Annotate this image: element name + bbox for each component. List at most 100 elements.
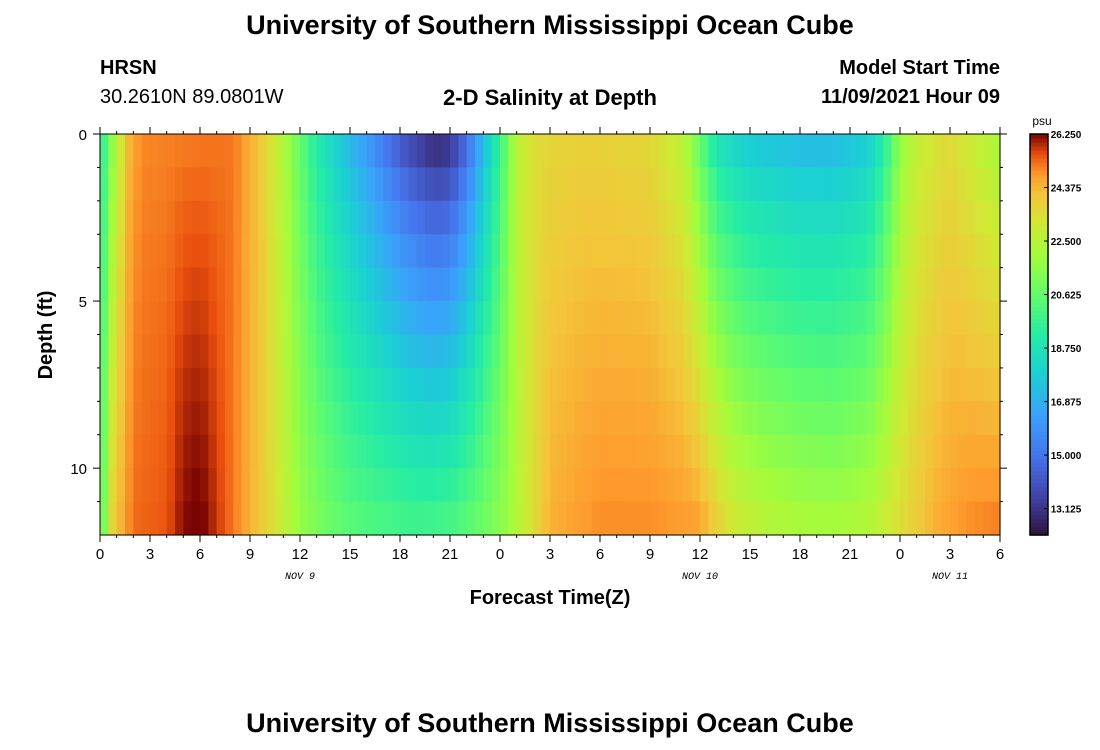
heatmap-cell — [750, 234, 759, 269]
heatmap-cell — [366, 401, 376, 436]
heatmap-cell — [966, 267, 976, 302]
heatmap-cell — [500, 401, 509, 436]
heatmap-cell — [108, 200, 118, 235]
heatmap-cell — [316, 468, 326, 503]
heatmap-cell — [850, 367, 859, 402]
heatmap-cell — [625, 501, 634, 536]
heatmap-cell — [625, 134, 634, 169]
heatmap-cell — [516, 468, 526, 503]
heatmap-cell — [683, 434, 693, 469]
heatmap-cell — [466, 434, 476, 469]
date-label: NOV 11 — [932, 572, 968, 583]
heatmap-cell — [383, 434, 393, 469]
heatmap-cell — [550, 434, 559, 469]
heatmap-cell — [200, 200, 209, 235]
heatmap-cell — [725, 434, 734, 469]
heatmap-cell — [500, 367, 509, 402]
heatmap-cell — [391, 134, 401, 169]
heatmap-cell — [400, 501, 409, 536]
heatmap-cell — [350, 501, 359, 536]
heatmap-cell — [366, 167, 376, 202]
heatmap-cell — [991, 134, 1001, 169]
heatmap-cell — [441, 334, 451, 369]
heatmap-cell — [250, 234, 259, 269]
colorbar-segment — [1030, 390, 1048, 396]
heatmap-cell — [175, 200, 184, 235]
heatmap-cell — [675, 301, 684, 336]
heatmap-cell — [783, 200, 793, 235]
colorbar-segment — [1030, 306, 1048, 312]
heatmap-cell — [366, 301, 376, 336]
heatmap-cell — [650, 134, 659, 169]
heatmap-cell — [358, 234, 368, 269]
heatmap-cell — [433, 434, 443, 469]
heatmap-cell — [208, 401, 218, 436]
heatmap-cell — [958, 234, 968, 269]
heatmap-cell — [925, 501, 934, 536]
heatmap-cell — [216, 401, 226, 436]
heatmap-cell — [683, 334, 693, 369]
heatmap-cell — [466, 167, 476, 202]
heatmap-cell — [466, 134, 476, 169]
heatmap-cell — [483, 234, 493, 269]
heatmap-cell — [950, 267, 959, 302]
heatmap-cell — [708, 468, 718, 503]
heatmap-cell — [766, 234, 776, 269]
heatmap-cell — [700, 401, 709, 436]
heatmap-cell — [650, 200, 659, 235]
heatmap-cell — [225, 434, 234, 469]
heatmap-cell — [583, 501, 593, 536]
heatmap-cell — [250, 434, 259, 469]
heatmap-cell — [133, 167, 143, 202]
heatmap-cell — [891, 468, 901, 503]
heatmap-cell — [258, 301, 268, 336]
colorbar-segment — [1030, 318, 1048, 324]
heatmap-cell — [891, 167, 901, 202]
heatmap-cell — [600, 401, 609, 436]
heatmap-cell — [533, 167, 543, 202]
heatmap-cell — [808, 167, 818, 202]
heatmap-cell — [408, 434, 418, 469]
heatmap-cell — [800, 200, 809, 235]
heatmap-cell — [225, 334, 234, 369]
heatmap-cell — [108, 301, 118, 336]
heatmap-cell — [608, 334, 618, 369]
x-tick-label: 15 — [342, 546, 359, 563]
station-coords: 30.2610N 89.0801W — [100, 86, 284, 108]
heatmap-cell — [141, 401, 151, 436]
colorbar-segment — [1030, 418, 1048, 424]
heatmap-cell — [441, 301, 451, 336]
colorbar-segment — [1030, 202, 1048, 207]
heatmap-cell — [883, 367, 893, 402]
colorbar-segment — [1030, 206, 1048, 211]
heatmap-cell — [508, 367, 518, 402]
heatmap-cell — [558, 301, 568, 336]
heatmap-cell — [916, 234, 926, 269]
heatmap-cell — [775, 501, 784, 536]
heatmap-cell — [266, 367, 276, 402]
heatmap-cell — [566, 468, 576, 503]
heatmap-cell — [733, 301, 743, 336]
heatmap-cell — [341, 234, 351, 269]
heatmap-cell — [691, 367, 701, 402]
heatmap-cell — [616, 334, 626, 369]
heatmap-cell — [658, 267, 668, 302]
heatmap-cell — [308, 501, 318, 536]
heatmap-cell — [291, 234, 301, 269]
heatmap-cell — [275, 200, 284, 235]
heatmap-cell — [541, 234, 551, 269]
heatmap-cell — [383, 234, 393, 269]
heatmap-cell — [150, 267, 159, 302]
heatmap-cell — [533, 267, 543, 302]
colorbar-segment — [1030, 426, 1048, 432]
heatmap-cell — [516, 200, 526, 235]
heatmap-cell — [766, 501, 776, 536]
heatmap-cell — [325, 200, 334, 235]
heatmap-cell — [725, 301, 734, 336]
heatmap-cell — [208, 434, 218, 469]
colorbar-segment — [1030, 526, 1048, 532]
x-tick-label: 9 — [646, 546, 654, 563]
heatmap-cell — [200, 267, 209, 302]
heatmap-cell — [791, 267, 801, 302]
heatmap-cell — [133, 468, 143, 503]
